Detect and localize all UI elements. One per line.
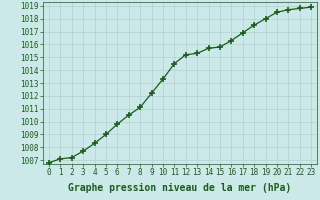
X-axis label: Graphe pression niveau de la mer (hPa): Graphe pression niveau de la mer (hPa) [68,183,292,193]
